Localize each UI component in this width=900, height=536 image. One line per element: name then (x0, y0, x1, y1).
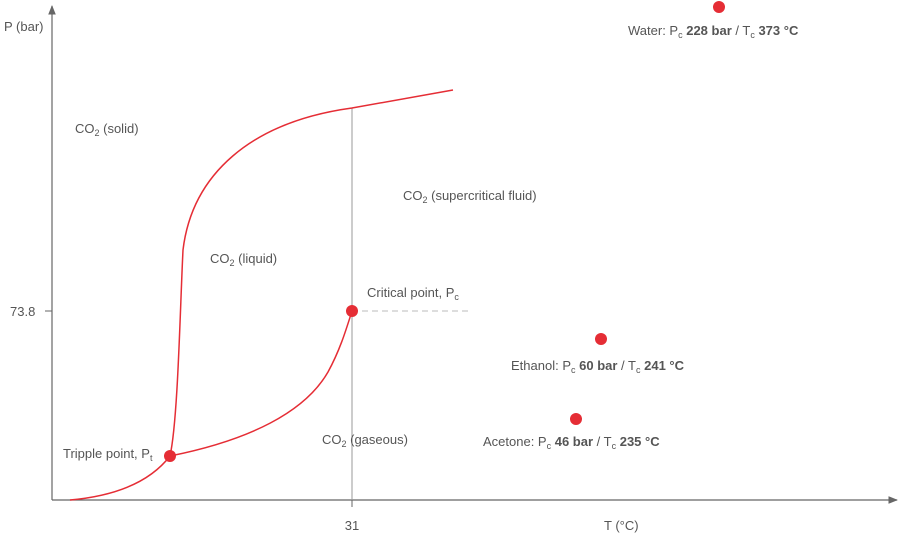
label-part: (supercritical fluid) (428, 188, 537, 203)
label-part: 241 °C (644, 358, 685, 373)
label-part: 2 (230, 258, 235, 268)
y-tick-label: 73.8 (10, 304, 35, 319)
label-part: c (571, 365, 576, 375)
label-part: CO (210, 251, 230, 266)
region-label: CO2 (liquid) (210, 251, 277, 268)
label-part: Ethanol: P (511, 358, 571, 373)
label-part: Tripple point, P (63, 446, 150, 461)
vaporization-curve (169, 310, 353, 457)
region-label: CO2 (supercritical fluid) (403, 188, 537, 205)
label-part: / T (617, 358, 636, 373)
label-part: 235 °C (620, 434, 661, 449)
label-part: (gaseous) (347, 432, 408, 447)
label-part: 228 bar (686, 23, 732, 38)
label-part: CO (75, 121, 95, 136)
label-part: 46 bar (555, 434, 593, 449)
label-part: CO (403, 188, 423, 203)
ethanol-point (595, 333, 607, 345)
label-part: c (547, 441, 552, 451)
sublimation-curve (69, 455, 171, 501)
acetone-point (570, 413, 582, 425)
fluid-label: Acetone: Pc 46 bar / Tc 235 °C (483, 434, 660, 451)
critical-point (346, 305, 358, 317)
label-part: c (636, 365, 641, 375)
label-part: CO (322, 432, 342, 447)
label-part: (solid) (100, 121, 139, 136)
label-part: 60 bar (579, 358, 617, 373)
point-label: Tripple point, Pt (63, 446, 153, 463)
fluid-label: Ethanol: Pc 60 bar / Tc 241 °C (511, 358, 685, 375)
label-part: / T (732, 23, 751, 38)
triple-point (164, 450, 176, 462)
region-label: CO2 (gaseous) (322, 432, 408, 449)
label-part: Acetone: P (483, 434, 547, 449)
label-part: 2 (95, 128, 100, 138)
fluid-label: Water: Pc 228 bar / Tc 373 °C (628, 23, 799, 40)
label-part: (liquid) (235, 251, 278, 266)
x-tick-label: 31 (345, 518, 359, 533)
label-part: t (150, 453, 153, 463)
label-part: c (454, 292, 459, 302)
label-part: / T (593, 434, 612, 449)
melting-curve (169, 89, 454, 457)
x-axis-label: T (°C) (604, 518, 639, 533)
label-part: 2 (342, 439, 347, 449)
label-part: 2 (423, 195, 428, 205)
region-label: CO2 (solid) (75, 121, 139, 138)
point-label: Critical point, Pc (367, 285, 459, 302)
water-point (713, 1, 725, 13)
label-part: 373 °C (758, 23, 799, 38)
label-part: Water: P (628, 23, 678, 38)
label-part: Critical point, P (367, 285, 454, 300)
y-axis-label: P (bar) (4, 19, 44, 34)
label-part: c (678, 30, 683, 40)
label-part: c (750, 30, 755, 40)
label-part: c (612, 441, 617, 451)
